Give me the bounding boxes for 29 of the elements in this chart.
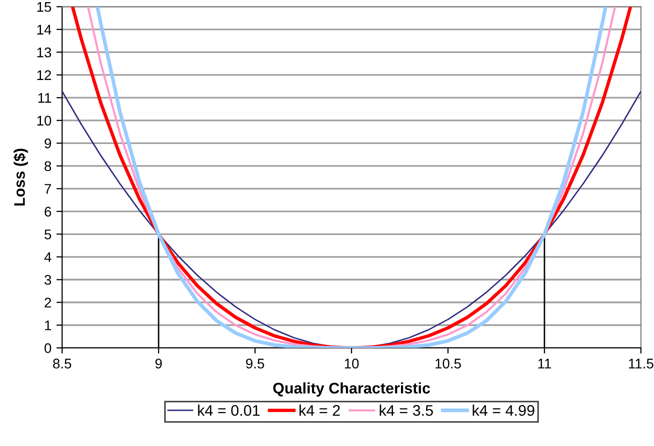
y-tick-label: 14: [37, 24, 52, 34]
y-tick-label: 7: [44, 184, 52, 194]
y-tick-label: 11: [38, 93, 52, 103]
y-tick-label: 1: [45, 320, 52, 330]
y-tick-label: 10: [37, 116, 52, 126]
y-tick-label: 3: [44, 274, 52, 285]
legend-label: k4 = 0.01: [198, 404, 260, 416]
x-tick-label: 10.5: [436, 358, 461, 368]
y-tick-label: 15: [37, 2, 52, 12]
y-tick-label: 4: [44, 252, 52, 262]
x-tick-label: 10: [344, 358, 359, 368]
y-axis-title: Loss ($): [13, 148, 28, 206]
y-tick-label: 12: [37, 70, 52, 80]
x-tick-label: 11: [538, 358, 551, 368]
legend-label: k4 = 2: [300, 404, 340, 416]
legend-label: k4 = 4.99: [472, 404, 534, 416]
y-tick-label: 8: [44, 161, 52, 172]
x-tick-label: 9.5: [246, 358, 264, 368]
legend-label: k4 = 3.5: [380, 404, 433, 416]
y-tick-label: 2: [44, 298, 52, 308]
y-tick-label: 13: [37, 48, 52, 58]
x-tick-label: 11.5: [628, 358, 654, 368]
y-tick-label: 5: [44, 230, 52, 240]
x-tick-label: 9: [155, 358, 162, 368]
x-tick-label: 8.5: [53, 358, 72, 368]
y-tick-label: 9: [44, 138, 52, 148]
x-axis-title: Quality Characteristic: [273, 382, 430, 397]
y-tick-label: 6: [44, 206, 52, 217]
y-tick-label: 0: [44, 343, 52, 354]
